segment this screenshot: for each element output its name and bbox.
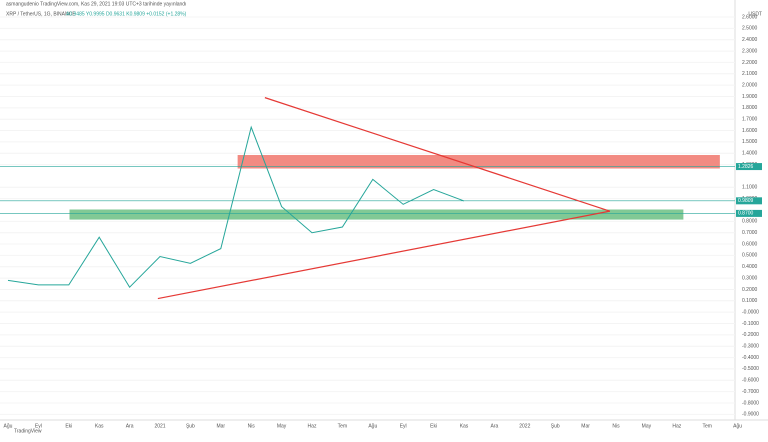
y-tick-label: 0.4000 (742, 264, 758, 270)
x-tick-label: Ara (491, 423, 499, 429)
price-tag (736, 197, 762, 205)
x-tick-label: May (277, 423, 287, 429)
x-tick-label: Eyl (400, 423, 407, 429)
x-tick-label: May (642, 423, 652, 429)
y-tick-label: 2.1000 (742, 71, 758, 77)
y-tick-label: 1.1000 (742, 185, 758, 191)
x-tick-label: Nis (612, 423, 620, 429)
y-tick-label: -0.9000 (742, 412, 759, 418)
x-tick-label: Kas (95, 423, 104, 429)
x-tick-label: Tem (338, 423, 347, 429)
x-tick-label: Şub (551, 423, 560, 429)
footer: TradingView (14, 428, 42, 434)
x-tick-label: Eki (430, 423, 437, 429)
y-tick-label: 2.6000 (742, 14, 758, 20)
y-tick-label: 2.5000 (742, 26, 758, 32)
y-tick-label: 2.4000 (742, 37, 758, 43)
y-tick-label: -0.6000 (742, 378, 759, 384)
y-tick-label: 0.3000 (742, 275, 758, 281)
y-unit: USDT (748, 11, 762, 17)
x-tick-label: Ağu (368, 423, 377, 429)
zone (69, 209, 684, 220)
price-tag-label: 1.2826 (738, 164, 754, 170)
x-tick-label: Tem (702, 423, 711, 429)
x-tick-label: Eki (65, 423, 72, 429)
y-tick-label: 0.2000 (742, 287, 758, 293)
chart-title: XRP / TetherUS, 1G, BINANCE (6, 11, 76, 17)
trendline (157, 210, 611, 300)
x-tick-label: Mar (216, 423, 225, 429)
x-tick-label: Mar (581, 423, 590, 429)
x-tick-label: Kas (460, 423, 469, 429)
y-tick-label: -0.5000 (742, 366, 759, 372)
y-tick-label: 0.7000 (742, 230, 758, 236)
y-tick-label: -0.7000 (742, 389, 759, 395)
y-tick-label: 2.0000 (742, 82, 758, 88)
price-tag-label: 0.9809 (738, 198, 754, 204)
y-tick-label: 1.9000 (742, 94, 758, 100)
price-tag (736, 163, 762, 171)
zone (237, 155, 720, 169)
x-tick-label: 2021 (154, 423, 165, 429)
x-tick-label: Nis (248, 423, 256, 429)
y-tick-label: -0.0000 (742, 309, 759, 315)
price-line-series (7, 125, 465, 288)
y-tick-label: 1.5000 (742, 139, 758, 145)
y-tick-label: 0.6000 (742, 241, 758, 247)
y-tick-label: -0.2000 (742, 332, 759, 338)
y-tick-label: 2.3000 (742, 48, 758, 54)
y-tick-label: -0.3000 (742, 344, 759, 350)
y-tick-label: -0.8000 (742, 400, 759, 406)
x-tick-label: Haz (308, 423, 317, 429)
x-tick-label: Ara (126, 423, 134, 429)
y-tick-label: -0.1000 (742, 321, 759, 327)
y-tick-label: -0.4000 (742, 355, 759, 361)
y-tick-label: 1.6000 (742, 128, 758, 134)
header: asmangudenio TradingView.com, Kas 29, 20… (6, 1, 186, 7)
y-tick-label: 1.4000 (742, 151, 758, 157)
price-tag-label: 0.8700 (738, 211, 754, 217)
x-tick-label: Şub (186, 423, 195, 429)
x-tick-label: Ağu (733, 423, 742, 429)
y-tick-label: 1.8000 (742, 105, 758, 111)
x-tick-label: Eyl (35, 423, 42, 429)
x-tick-label: Haz (672, 423, 681, 429)
y-tick-label: 0.1000 (742, 298, 758, 304)
y-tick-label: 1.7000 (742, 117, 758, 123)
trendline (264, 97, 611, 212)
y-tick-label: 0.8000 (742, 219, 758, 225)
y-tick-label: 2.2000 (742, 60, 758, 66)
ohlc: A0.9485 Y0.9995 D0.9631 K0.9809 +0.0152 … (66, 11, 187, 17)
x-tick-label: 2022 (519, 423, 530, 429)
price-tag (736, 209, 762, 217)
y-tick-label: 0.5000 (742, 253, 758, 259)
x-tick-label: Ağu (4, 423, 13, 429)
